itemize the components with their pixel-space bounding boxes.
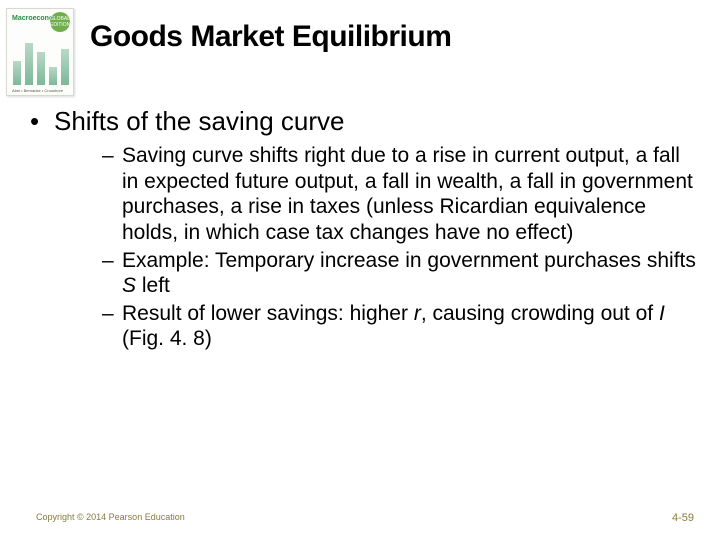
slide: Macroeconomics GLOBAL EDITION Abel • Ber… [0,0,720,540]
bullet-level2: Example: Temporary increase in governmen… [30,248,696,299]
copyright-text: Copyright © 2014 Pearson Education [36,512,185,522]
edition-badge: GLOBAL EDITION [50,12,70,32]
page-number: 4-59 [672,512,694,524]
content-body: Shifts of the saving curve Saving curve … [30,106,696,354]
book-cover-thumbnail: Macroeconomics GLOBAL EDITION Abel • Ber… [6,8,74,96]
cover-art-bars [13,41,69,85]
slide-title: Goods Market Equilibrium [90,20,451,54]
book-authors: Abel • Bernanke • Croushore [12,88,63,93]
bullet-level1: Shifts of the saving curve [30,106,696,137]
bullet-level2: Saving curve shifts right due to a rise … [30,143,696,245]
bullet-level2: Result of lower savings: higher r, causi… [30,301,696,352]
